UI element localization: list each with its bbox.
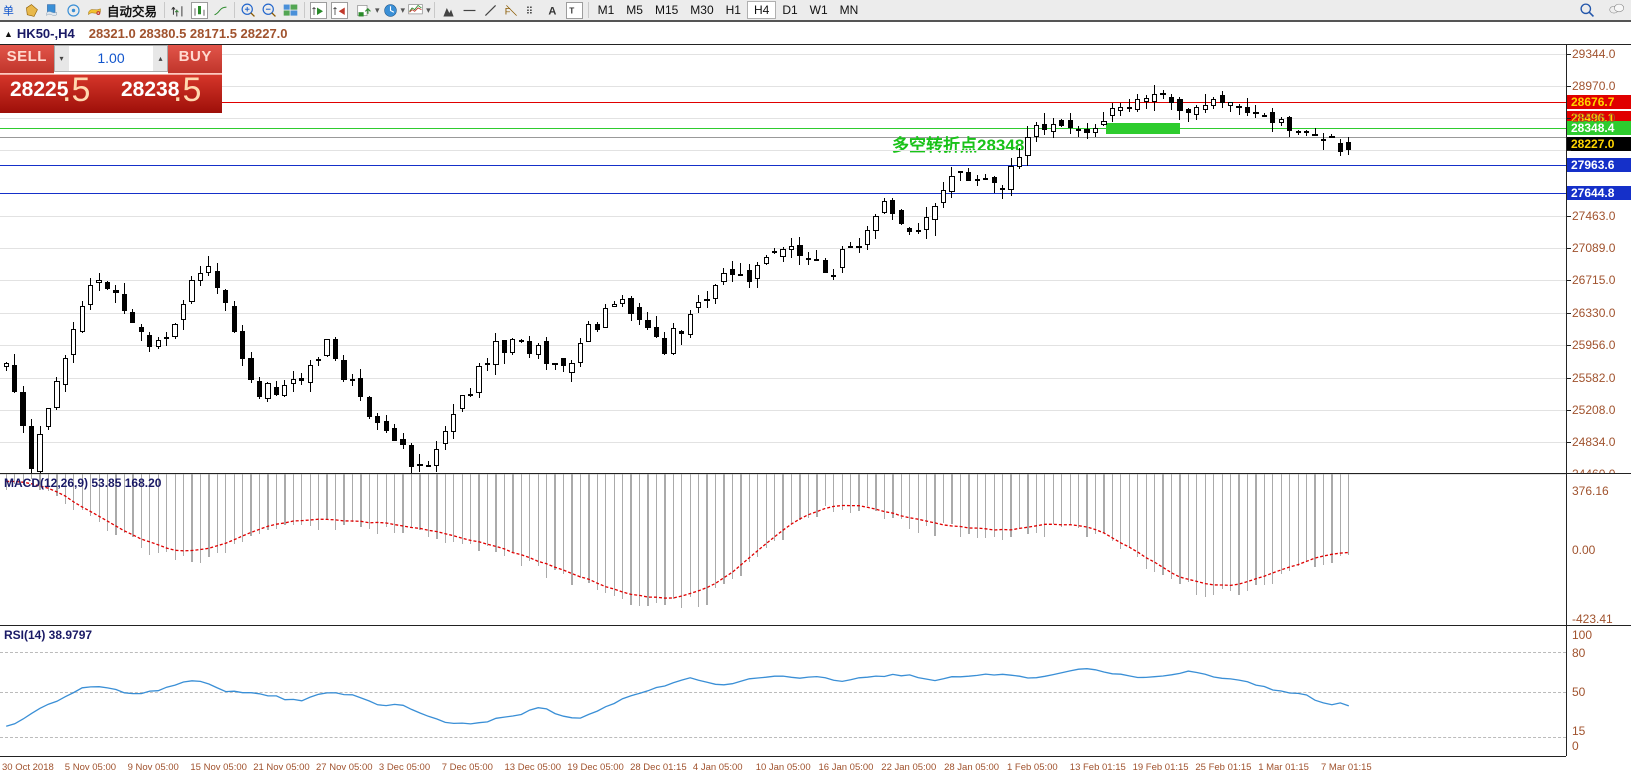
- svg-text:单: 单: [3, 4, 14, 17]
- svg-text:F: F: [504, 6, 510, 16]
- svg-text:A: A: [548, 5, 556, 17]
- svg-text:T: T: [569, 6, 574, 15]
- svg-text:⠿: ⠿: [525, 6, 532, 17]
